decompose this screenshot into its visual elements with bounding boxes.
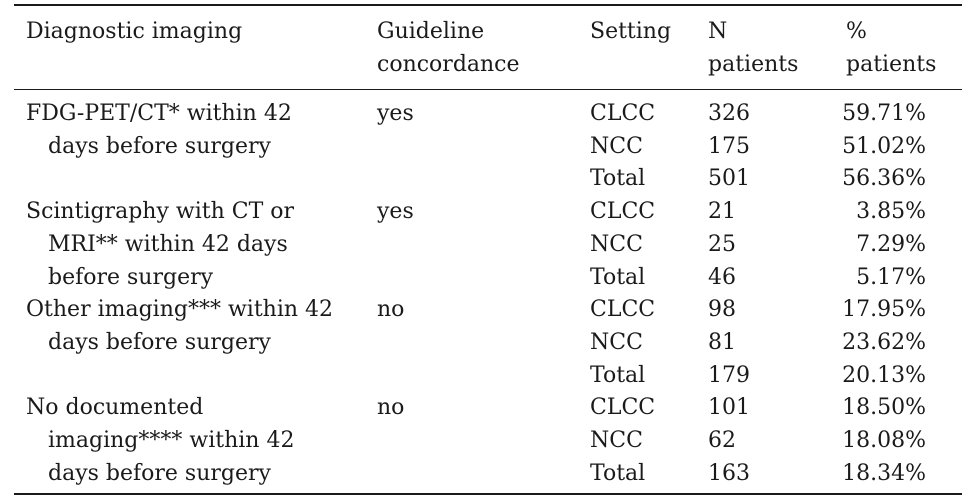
cell-pct-patients: 18.34% — [842, 460, 926, 486]
cell-pct-patients: 18.50% — [842, 395, 926, 421]
cell-n-patients: 163 — [708, 460, 750, 486]
header-n-patients: N patients — [708, 19, 799, 77]
group-imaging-label: FDG-PET/CT* within 42 days before surgery — [26, 98, 292, 163]
imaging-label-line: before surgery — [48, 264, 214, 290]
imaging-label-line: imaging**** within 42 — [48, 428, 295, 453]
imaging-label-line: Scintigraphy with CT or — [26, 199, 294, 225]
cell-pct-patients: 3.85% — [856, 199, 926, 225]
cell-setting: CLCC — [590, 297, 656, 323]
cell-pct-patients: 56.36% — [842, 166, 926, 192]
cell-setting: Total — [590, 460, 646, 486]
cell-pct-patients: 51.02% — [842, 133, 926, 159]
table-bottom-rule — [14, 493, 962, 495]
header-rule — [14, 89, 962, 90]
cell-setting: NCC — [590, 231, 643, 257]
imaging-label-line: days before surgery — [48, 460, 271, 486]
cell-n-patients: 175 — [708, 133, 750, 159]
cell-setting: CLCC — [590, 395, 656, 421]
cell-setting: Total — [590, 264, 646, 290]
cell-pct-patients: 18.08% — [842, 428, 926, 453]
cell-setting: NCC — [590, 329, 643, 355]
header-pct-patients: % patients — [846, 19, 937, 77]
cell-pct-patients: 23.62% — [842, 329, 926, 355]
imaging-label-line: MRI** within 42 days — [48, 231, 288, 257]
cell-n-patients: 21 — [708, 199, 736, 225]
cell-pct-patients: 20.13% — [842, 362, 926, 388]
group-concordance: yes — [377, 101, 414, 126]
header-diagnostic-imaging: Diagnostic imaging — [26, 19, 243, 44]
cell-n-patients: 46 — [708, 264, 736, 290]
imaging-label-line: FDG-PET/CT* within 42 — [26, 101, 292, 126]
cell-pct-patients: 7.29% — [856, 231, 926, 257]
cell-setting: Total — [590, 362, 646, 388]
cell-n-patients: 62 — [708, 428, 736, 453]
group-imaging-label: No documented imaging**** within 42 days b… — [26, 392, 294, 490]
cell-pct-patients: 59.71% — [842, 101, 926, 126]
group-concordance: no — [377, 395, 405, 421]
cell-n-patients: 179 — [708, 362, 750, 388]
imaging-label-line: No documented — [26, 395, 204, 421]
table-top-rule — [14, 4, 962, 6]
header-setting: Setting — [590, 19, 672, 44]
cell-n-patients: 81 — [708, 329, 736, 355]
cell-n-patients: 101 — [708, 395, 750, 421]
cell-n-patients: 501 — [708, 166, 750, 192]
imaging-label-line: days before surgery — [48, 133, 271, 159]
cell-setting: CLCC — [590, 101, 656, 126]
cell-n-patients: 326 — [708, 101, 750, 126]
group-concordance: yes — [377, 199, 414, 225]
cell-pct-patients: 17.95% — [842, 297, 926, 323]
cell-n-patients: 25 — [708, 231, 736, 257]
group-concordance: no — [377, 297, 405, 323]
header-guideline-concordance: Guideline concordance — [377, 19, 520, 77]
cell-pct-patients: 5.17% — [856, 264, 926, 290]
group-imaging-label: Other imaging*** within 42 days before su… — [26, 294, 333, 359]
group-imaging-label: Scintigraphy with CT or MRI** within 42 d… — [26, 196, 294, 294]
imaging-label-line: Other imaging*** within 42 — [26, 297, 334, 323]
cell-setting: Total — [590, 166, 646, 192]
cell-setting: NCC — [590, 133, 643, 159]
cell-setting: NCC — [590, 428, 643, 453]
imaging-label-line: days before surgery — [48, 329, 271, 355]
cell-setting: CLCC — [590, 199, 656, 225]
cell-n-patients: 98 — [708, 297, 736, 323]
